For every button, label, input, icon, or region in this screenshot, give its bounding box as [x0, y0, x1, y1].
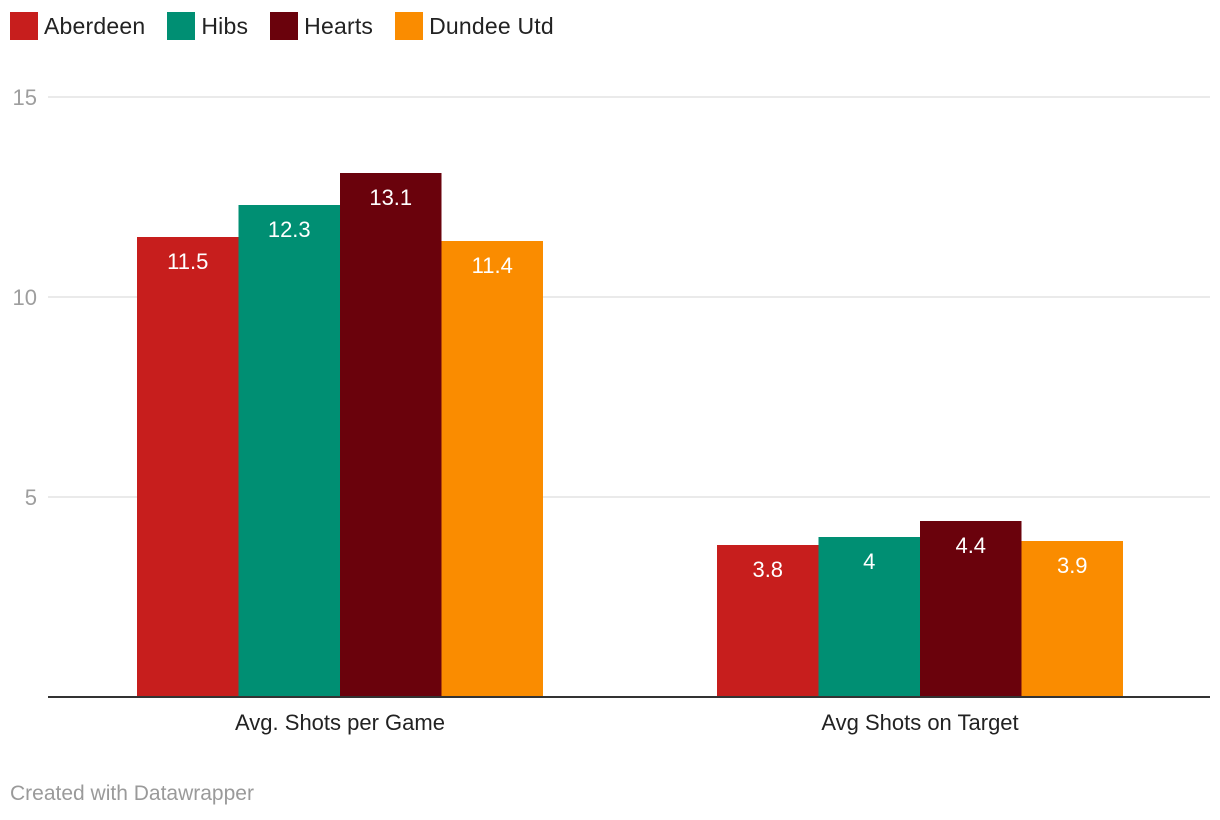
bar-aberdeen-avg-shots-per-game [137, 237, 239, 697]
legend-swatch-hearts [270, 12, 299, 40]
credit-text: Created with Datawrapper [10, 782, 254, 805]
x-tick-label-avg-shots-per-game: Avg. Shots per Game [235, 710, 445, 735]
data-label-dundee-utd-avg-shots-per-game: 11.4 [472, 253, 513, 278]
legend-swatch-aberdeen [10, 12, 38, 40]
y-tick-label-10: 10 [13, 285, 37, 310]
bar-dundee-utd-avg-shots-on-target [1021, 541, 1123, 697]
bar-aberdeen-avg-shots-on-target [717, 545, 819, 697]
legend-label-hibs: Hibs [201, 12, 249, 39]
x-tick-label-avg-shots-on-target: Avg Shots on Target [821, 710, 1018, 735]
bar-hearts-avg-shots-per-game [340, 173, 442, 697]
data-label-hibs-avg-shots-per-game: 12.3 [268, 217, 311, 242]
data-label-hibs-avg-shots-on-target: 4 [863, 549, 875, 574]
data-label-dundee-utd-avg-shots-on-target: 3.9 [1057, 553, 1088, 578]
data-label-hearts-avg-shots-on-target: 4.4 [955, 533, 986, 558]
y-tick-label-15: 15 [13, 85, 37, 110]
legend-swatch-hibs [167, 12, 196, 40]
data-label-hearts-avg-shots-per-game: 13.1 [369, 185, 412, 210]
legend-swatch-dundee-utd [395, 12, 424, 40]
data-label-aberdeen-avg-shots-on-target: 3.8 [752, 557, 783, 582]
bar-dundee-utd-avg-shots-per-game [441, 241, 543, 697]
legend-label-aberdeen: Aberdeen [44, 12, 146, 39]
bar-hearts-avg-shots-on-target [920, 521, 1022, 697]
bar-hibs-avg-shots-per-game [238, 205, 340, 697]
y-tick-label-5: 5 [25, 485, 37, 510]
legend-item-hearts: Hearts [270, 12, 373, 40]
bar-hibs-avg-shots-on-target [818, 537, 920, 697]
legend-item-aberdeen: Aberdeen [10, 12, 145, 40]
legend-label-dundee-utd: Dundee Utd [429, 12, 554, 39]
legend-item-dundee-utd: Dundee Utd [395, 12, 554, 40]
legend-item-hibs: Hibs [167, 12, 248, 40]
legend-label-hearts: Hearts [304, 12, 374, 39]
data-label-aberdeen-avg-shots-per-game: 11.5 [167, 249, 208, 274]
chart-legend: Aberdeen Hibs Hearts Dundee Utd [10, 12, 554, 40]
